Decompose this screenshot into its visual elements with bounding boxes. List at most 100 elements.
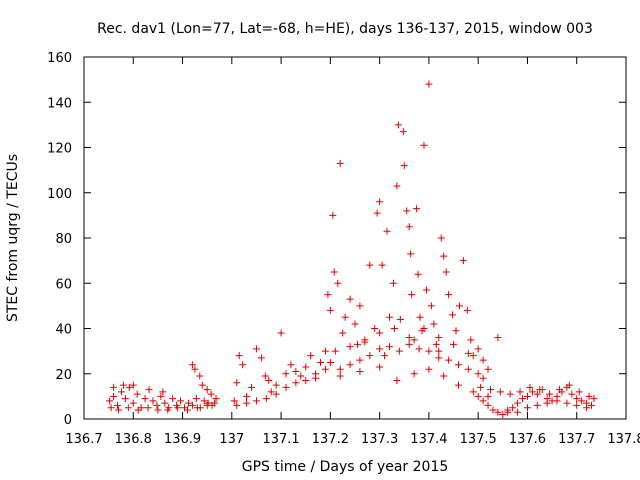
data-point <box>536 386 544 394</box>
data-point <box>474 370 482 378</box>
data-point <box>519 395 527 403</box>
data-point <box>329 211 337 219</box>
data-point <box>353 340 361 348</box>
data-point <box>230 397 238 405</box>
x-tick-label: 137.7 <box>558 432 595 447</box>
data-point <box>454 381 462 389</box>
data-point <box>496 388 504 396</box>
data-point <box>442 268 450 276</box>
data-point <box>432 340 440 348</box>
data-point <box>198 381 206 389</box>
data-point <box>405 223 413 231</box>
data-point <box>425 365 433 373</box>
data-point <box>484 392 492 400</box>
data-point <box>422 286 430 294</box>
data-point <box>129 399 137 407</box>
data-point <box>144 404 152 412</box>
data-point <box>450 340 458 348</box>
x-tick-label: 136.9 <box>164 432 201 447</box>
data-point <box>376 329 384 337</box>
data-point <box>516 388 524 396</box>
data-point <box>196 372 204 380</box>
data-point <box>528 388 536 396</box>
data-point <box>233 379 241 387</box>
data-point <box>395 347 403 355</box>
data-point <box>394 121 402 129</box>
data-point <box>555 386 563 394</box>
data-point <box>479 397 487 405</box>
data-point <box>378 261 386 269</box>
data-point <box>188 361 196 369</box>
y-tick-label: 80 <box>55 232 72 247</box>
chart-title: Rec. dav1 (Lon=77, Lat=-68, h=HE), days … <box>97 21 593 37</box>
data-point <box>169 395 177 403</box>
data-point <box>265 377 273 385</box>
data-point <box>252 345 260 353</box>
data-point <box>154 406 162 414</box>
data-point <box>125 383 133 391</box>
data-point <box>383 227 391 235</box>
data-point <box>336 159 344 167</box>
data-point <box>381 352 389 360</box>
data-point <box>393 377 401 385</box>
data-point <box>449 311 457 319</box>
data-point <box>546 390 554 398</box>
data-point <box>324 291 332 299</box>
data-point <box>330 268 338 276</box>
data-point <box>435 354 443 362</box>
data-point <box>331 347 339 355</box>
data-point <box>578 397 586 405</box>
data-point <box>489 406 497 414</box>
data-point <box>287 361 295 369</box>
data-point <box>389 279 397 287</box>
x-axis-label: GPS time / Days of year 2015 <box>242 459 449 475</box>
data-point <box>390 325 398 332</box>
data-point <box>174 404 182 412</box>
data-point <box>243 399 251 407</box>
data-point <box>248 383 256 391</box>
data-point <box>445 291 453 299</box>
data-point <box>494 408 502 416</box>
data-point <box>212 395 220 403</box>
data-point <box>346 361 354 369</box>
y-tick-label: 100 <box>47 187 72 202</box>
data-point <box>588 401 596 409</box>
data-point <box>416 313 424 321</box>
data-point <box>110 383 118 391</box>
data-point <box>420 325 428 332</box>
data-point <box>203 401 211 409</box>
data-point <box>233 401 241 409</box>
data-point <box>479 356 487 364</box>
plot-frame <box>83 56 627 420</box>
data-point <box>410 336 418 344</box>
data-point <box>494 334 502 342</box>
y-tick-label: 160 <box>47 51 72 66</box>
data-point <box>341 313 349 321</box>
data-point <box>440 252 448 260</box>
data-point <box>211 399 219 407</box>
data-point <box>192 395 200 403</box>
data-point <box>568 390 576 398</box>
data-point <box>373 209 381 217</box>
data-point <box>114 401 122 409</box>
data-point <box>257 354 265 362</box>
data-point <box>523 404 531 412</box>
data-point <box>464 365 472 373</box>
data-point <box>526 383 534 391</box>
data-point <box>499 410 507 418</box>
data-point <box>124 404 132 412</box>
data-point <box>312 370 320 378</box>
data-point <box>145 386 153 394</box>
data-point <box>317 358 325 366</box>
data-point <box>129 381 137 389</box>
y-tick-label: 60 <box>55 277 72 292</box>
data-point <box>533 390 541 398</box>
data-point <box>396 315 404 323</box>
data-point <box>326 358 334 366</box>
data-point <box>119 381 127 389</box>
y-tick-label: 40 <box>55 323 72 338</box>
data-point <box>184 399 192 407</box>
data-point <box>243 392 251 400</box>
data-point <box>356 367 364 375</box>
data-point <box>366 261 374 269</box>
